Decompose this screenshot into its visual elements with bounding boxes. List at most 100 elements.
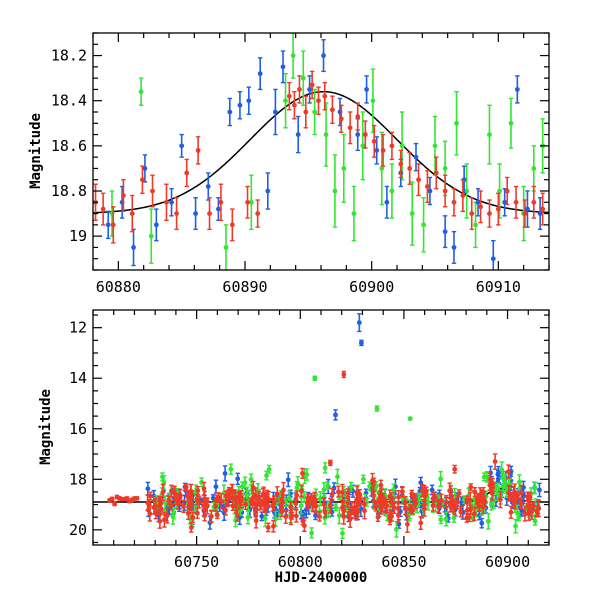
data-point: [248, 473, 254, 486]
data-point: [356, 313, 362, 333]
data-point: [186, 490, 192, 507]
data-point: [458, 506, 464, 518]
data-point: [321, 39, 326, 73]
data-point: [425, 169, 430, 203]
data-point: [107, 498, 112, 503]
data-point: [402, 496, 408, 511]
data-point: [248, 497, 254, 507]
data-point: [341, 133, 347, 203]
data-point: [468, 504, 473, 516]
data-point: [179, 133, 185, 158]
data-point: [467, 491, 473, 509]
data-point: [250, 480, 256, 494]
data-point: [479, 517, 485, 529]
data-point: [351, 185, 357, 242]
data-point: [153, 208, 159, 242]
data-point: [484, 471, 490, 483]
y-tick-label: 19: [69, 227, 87, 245]
data-point: [380, 133, 386, 167]
data-point: [421, 197, 426, 253]
y-tick-label: 14: [69, 369, 87, 387]
data-point: [443, 511, 449, 527]
data-point: [333, 503, 339, 512]
data-point: [202, 501, 207, 511]
data-point: [506, 464, 511, 479]
data-point: [375, 512, 381, 523]
data-point: [227, 97, 233, 127]
data-point: [407, 504, 413, 514]
data-point: [205, 172, 211, 201]
data-point: [142, 154, 148, 183]
data-point: [379, 131, 385, 206]
data-point: [536, 500, 542, 518]
data-point: [297, 75, 302, 104]
data-point: [216, 492, 221, 503]
bottom-panel-frame: [92, 309, 550, 546]
data-point: [279, 505, 285, 518]
data-point: [109, 496, 115, 502]
data-point: [378, 479, 384, 491]
x-tick-label: 60800: [278, 553, 323, 571]
data-point: [304, 497, 310, 510]
data-point: [452, 464, 458, 474]
data-point: [321, 497, 327, 511]
data-point: [253, 507, 258, 518]
data-point: [336, 485, 341, 498]
data-point: [395, 500, 401, 516]
data-point: [246, 86, 252, 115]
data-point: [487, 199, 492, 228]
data-point: [169, 188, 174, 217]
data-point: [430, 491, 436, 506]
x-tick-label: 60880: [96, 278, 141, 296]
data-point: [322, 81, 328, 111]
top-y-axis-title: Magnitude: [28, 113, 44, 189]
data-point: [173, 493, 179, 506]
data-point: [436, 499, 441, 514]
data-point: [341, 505, 347, 517]
data-point: [300, 467, 305, 479]
data-point: [384, 185, 390, 219]
data-point: [112, 501, 117, 507]
data-point: [501, 473, 507, 485]
data-point: [266, 464, 272, 474]
data-point: [229, 208, 235, 242]
data-point: [427, 176, 433, 206]
data-point: [364, 75, 369, 104]
data-point: [309, 70, 315, 100]
data-point: [280, 50, 286, 84]
data-point: [311, 497, 317, 508]
data-point: [513, 185, 519, 219]
data-point: [379, 493, 385, 506]
data-point: [508, 505, 514, 519]
data-point: [404, 515, 410, 533]
data-point: [532, 481, 538, 495]
data-point: [360, 111, 366, 181]
data-point: [317, 511, 322, 522]
data-point: [161, 511, 167, 528]
data-point: [504, 176, 510, 206]
data-point: [502, 188, 508, 217]
data-point: [283, 509, 289, 524]
data-point: [464, 163, 470, 219]
data-point: [508, 97, 514, 149]
data-point: [164, 183, 169, 222]
data-point: [298, 497, 304, 515]
x-tick-label: 60890: [222, 278, 267, 296]
data-point: [384, 498, 390, 513]
data-point: [293, 497, 299, 511]
data-point: [110, 206, 116, 244]
data-point: [243, 498, 249, 511]
data-point: [199, 477, 204, 488]
data-point: [409, 489, 415, 498]
data-point: [512, 495, 518, 510]
data-point: [330, 95, 335, 124]
data-point: [129, 194, 135, 233]
data-point: [516, 512, 522, 522]
data-point: [316, 86, 321, 115]
data-point: [322, 506, 328, 519]
data-point: [525, 498, 531, 516]
data-point: [218, 493, 224, 509]
data-point: [121, 179, 126, 213]
data-point: [418, 515, 424, 531]
